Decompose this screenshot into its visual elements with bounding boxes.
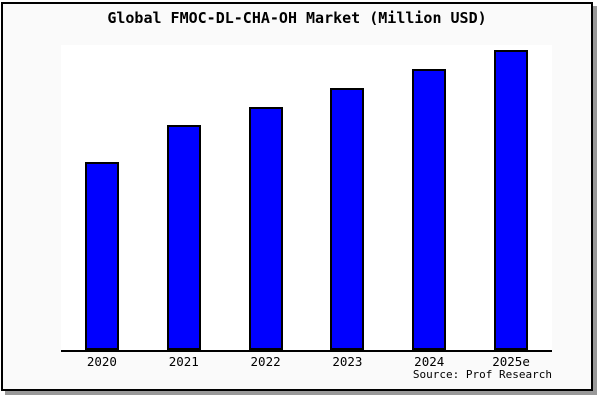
x-tick-label: 2020 xyxy=(86,354,117,369)
bar-2025e xyxy=(494,50,529,350)
bar-2020 xyxy=(84,162,119,350)
x-axis-line xyxy=(61,350,552,352)
source-credit: Source: Prof Research xyxy=(412,368,552,381)
bar-2023 xyxy=(330,88,365,350)
bar-2021 xyxy=(166,125,201,350)
chart-panel: Global FMOC-DL-CHA-OH Market (Million US… xyxy=(1,2,593,391)
x-tick-label: 2022 xyxy=(250,354,281,369)
x-tick-label: 2023 xyxy=(332,354,363,369)
x-axis-labels: 2020 2021 2022 2023 2024 2025e xyxy=(61,355,552,368)
x-tick-label: 2024 xyxy=(414,354,445,369)
x-tick-label: 2021 xyxy=(168,354,199,369)
bar-2024 xyxy=(412,69,447,350)
x-tick-label: 2025e xyxy=(492,354,530,369)
bar-2022 xyxy=(248,107,283,350)
plot-area xyxy=(61,45,552,350)
chart-title: Global FMOC-DL-CHA-OH Market (Million US… xyxy=(107,9,487,27)
